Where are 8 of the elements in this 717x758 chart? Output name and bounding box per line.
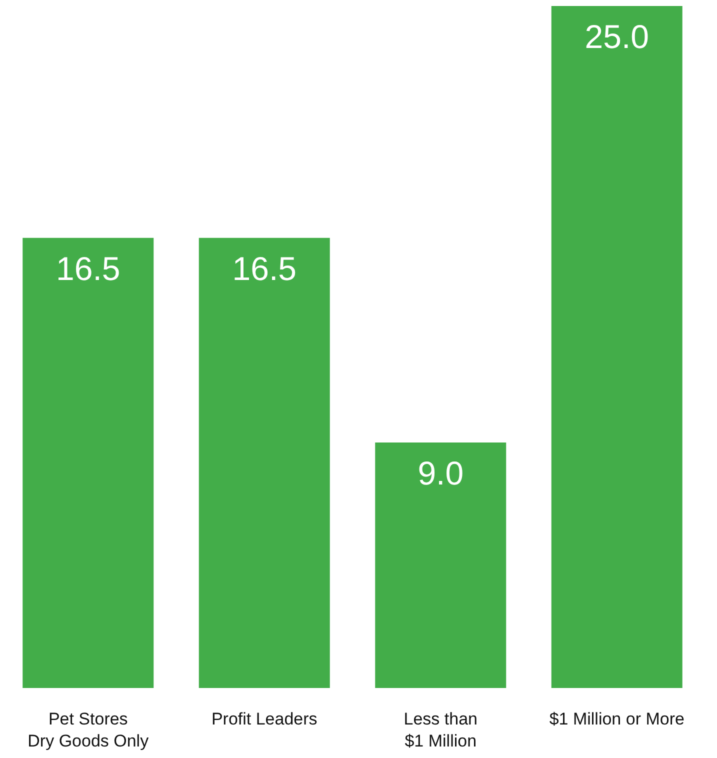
data-label: 16.5	[56, 250, 120, 287]
data-label: 16.5	[232, 250, 296, 287]
x-tick-label: Pet Stores Dry Goods Only	[28, 710, 150, 750]
x-tick-label: Profit Leaders	[211, 710, 318, 728]
data-label: 9.0	[418, 454, 464, 492]
data-label: 25.0	[584, 18, 649, 55]
x-tick-label: Less than $1 Million	[404, 710, 478, 750]
x-tick-label: $1 Million or More	[549, 710, 684, 728]
